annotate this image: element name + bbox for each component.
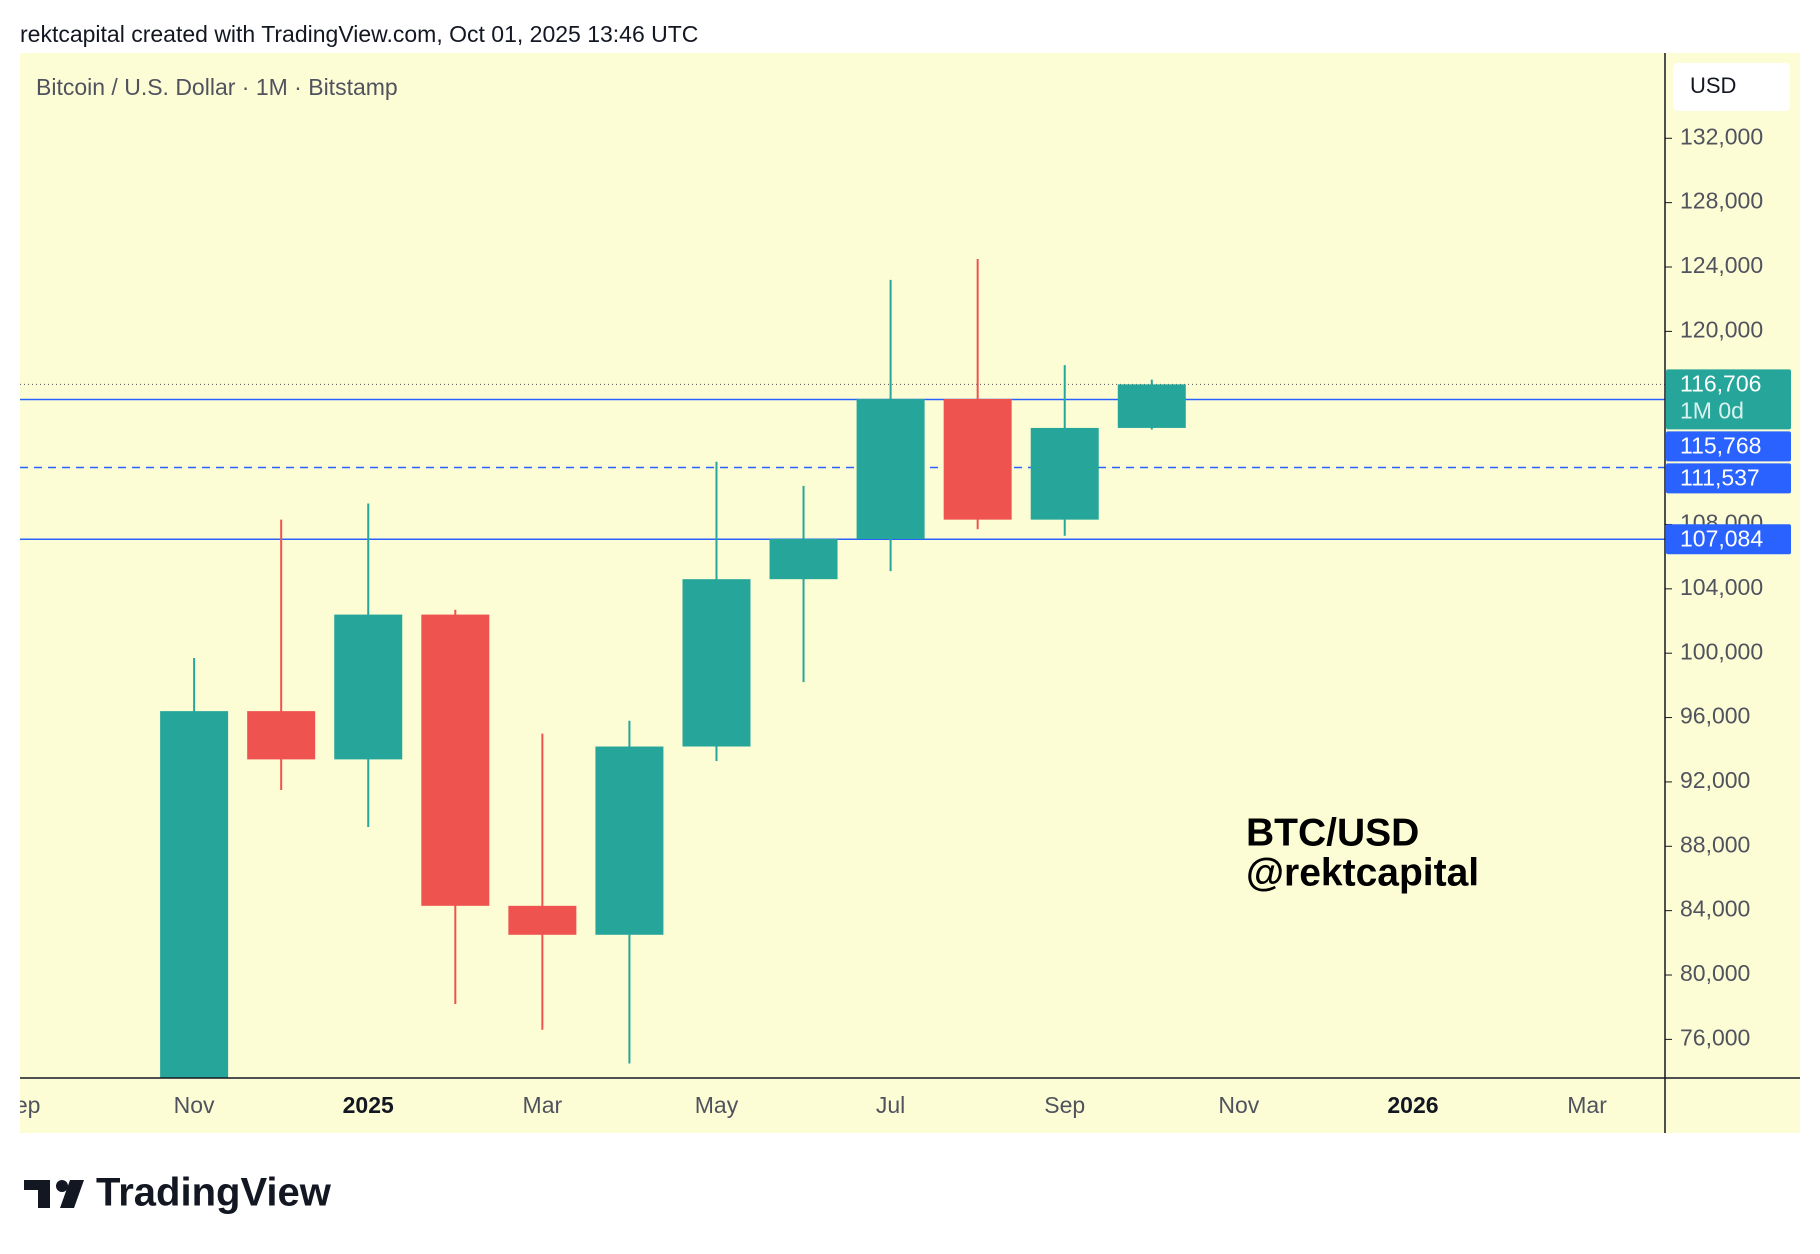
x-tick-label: May	[695, 1092, 739, 1118]
currency-button[interactable]	[1673, 63, 1790, 111]
level-label: 107,084	[1680, 525, 1763, 551]
level-label-box	[1666, 524, 1791, 555]
candle-body	[1030, 427, 1099, 520]
y-tick-label: 132,000	[1680, 123, 1763, 149]
time-axis: Sep Nov 2025 Mar May Jul Sep Nov 2026 Mar	[0, 1092, 1607, 1118]
candle-body	[334, 614, 403, 760]
chart-background	[20, 53, 1800, 1133]
candle-body	[1117, 384, 1186, 428]
y-tick-label: 92,000	[1680, 767, 1750, 793]
y-tick-label: 104,000	[1680, 574, 1763, 600]
level-label: 115,768	[1680, 432, 1761, 458]
level-label-box	[1666, 431, 1791, 462]
x-tick-label: Jul	[876, 1092, 905, 1118]
y-tick-label: 80,000	[1680, 960, 1750, 986]
y-tick-label: 76,000	[1680, 1024, 1750, 1050]
level-label-box	[1666, 463, 1791, 494]
candle-body	[508, 905, 577, 935]
plot-area	[20, 258, 1665, 1078]
x-tick-label: Nov	[1218, 1092, 1259, 1118]
candle-body	[856, 398, 925, 539]
annotation: @rektcapital	[1246, 851, 1479, 894]
y-tick-label: 84,000	[1680, 896, 1750, 922]
level-label: 111,537	[1680, 464, 1760, 490]
candle-body	[595, 746, 664, 935]
candle-body	[160, 711, 229, 1078]
logo-text: TradingView	[96, 1171, 332, 1215]
x-tick-label: Sep	[1044, 1092, 1085, 1118]
x-tick-label: 2026	[1387, 1092, 1438, 1118]
currency-label[interactable]: USD	[1690, 73, 1736, 98]
current-price-label: 116,706	[1680, 370, 1761, 396]
header: rektcapital created with TradingView.com…	[20, 21, 698, 47]
candle-body	[769, 538, 838, 580]
candle-body	[421, 614, 490, 906]
y-tick-label: 96,000	[1680, 703, 1750, 729]
chart-subtitle: Bitcoin / U.S. Dollar · 1M · Bitstamp	[36, 74, 398, 100]
tradingview-logo: TradingView	[24, 1171, 332, 1215]
y-tick-label: 120,000	[1680, 316, 1763, 342]
candle-body	[943, 398, 1012, 520]
x-tick-label: Mar	[1567, 1092, 1607, 1118]
x-tick-label: Nov	[174, 1092, 215, 1118]
x-tick-label: Mar	[523, 1092, 563, 1118]
y-tick-label: 124,000	[1680, 252, 1763, 278]
x-tick-label: 2025	[343, 1092, 394, 1118]
y-tick-label: 88,000	[1680, 831, 1750, 857]
y-tick-label: 100,000	[1680, 638, 1763, 664]
current-price-sublabel: 1M 0d	[1680, 397, 1744, 423]
candle-body	[247, 711, 316, 760]
y-tick-label: 128,000	[1680, 188, 1763, 214]
current-price-box	[1666, 369, 1791, 430]
annotation: BTC/USD	[1246, 811, 1419, 854]
price-axis: 76,000 80,000 84,000 88,000 92,000 96,000 100,…	[1665, 123, 1763, 1050]
x-tick-label: Sep	[0, 1092, 40, 1118]
candle-body	[682, 579, 751, 747]
